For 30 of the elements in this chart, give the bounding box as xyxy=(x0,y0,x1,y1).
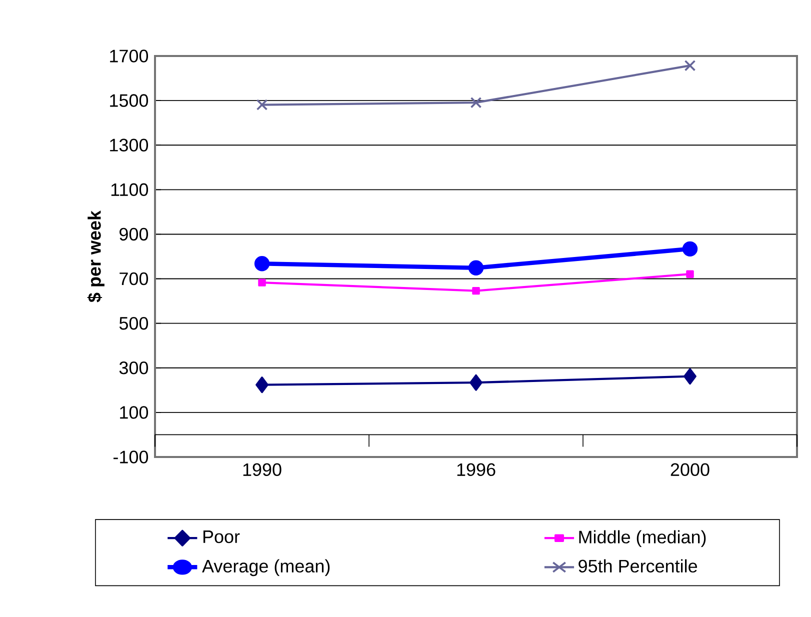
y-axis-title: $ per week xyxy=(87,210,104,302)
y-tick-label: 100 xyxy=(120,406,148,419)
y-tick-label: 1100 xyxy=(111,183,148,196)
point xyxy=(254,256,270,272)
point xyxy=(470,374,482,391)
y-tick-label: 700 xyxy=(120,272,148,286)
point xyxy=(684,368,696,385)
point xyxy=(684,60,696,72)
point xyxy=(686,270,694,278)
point xyxy=(472,286,480,295)
legend-label: Poor xyxy=(203,530,240,544)
y-tick-label: 1300 xyxy=(110,138,148,152)
x-tick-label: 1996 xyxy=(457,463,496,476)
x-tick-label: 2000 xyxy=(670,463,710,476)
y-tick-label: -100 xyxy=(114,450,148,464)
legend-label: 95th Percentile xyxy=(578,559,698,572)
x-tick-label: 1990 xyxy=(243,463,282,476)
point xyxy=(256,376,268,394)
legend-label: Middle (median) xyxy=(579,530,706,547)
point xyxy=(256,99,268,110)
y-tick-label: 500 xyxy=(119,316,148,330)
point xyxy=(468,260,484,276)
y-tick-label: 300 xyxy=(119,362,148,374)
y-tick-label: 900 xyxy=(120,228,148,241)
point xyxy=(682,241,698,257)
y-tick-label: 1700 xyxy=(110,50,148,62)
y-tick-label: 1500 xyxy=(110,94,148,107)
point xyxy=(470,96,482,108)
legend-label: Average (mean) xyxy=(202,559,330,576)
point xyxy=(258,278,266,286)
